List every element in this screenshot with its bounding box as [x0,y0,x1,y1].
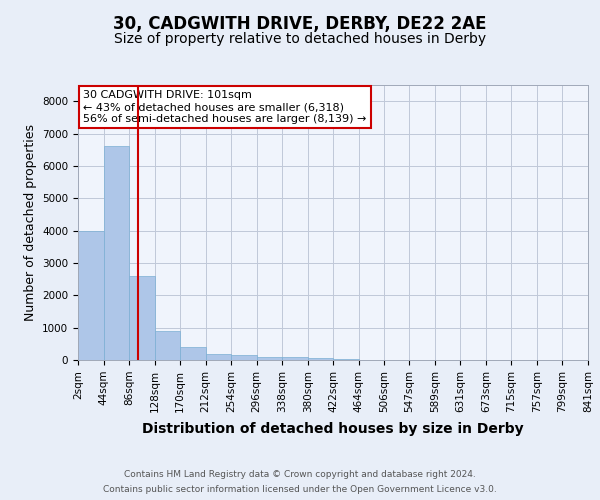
Text: Contains HM Land Registry data © Crown copyright and database right 2024.: Contains HM Land Registry data © Crown c… [124,470,476,479]
Bar [180,347,206,360]
Bar [257,357,282,360]
Y-axis label: Number of detached properties: Number of detached properties [23,124,37,321]
Text: Contains public sector information licensed under the Open Government Licence v3: Contains public sector information licen… [103,485,497,494]
Bar [308,358,334,360]
Text: 30, CADGWITH DRIVE, DERBY, DE22 2AE: 30, CADGWITH DRIVE, DERBY, DE22 2AE [113,15,487,33]
Text: Distribution of detached houses by size in Derby: Distribution of detached houses by size … [142,422,524,436]
Bar [334,358,359,360]
Text: Size of property relative to detached houses in Derby: Size of property relative to detached ho… [114,32,486,46]
Bar [282,358,308,360]
Bar [155,331,180,360]
Bar [78,230,104,360]
Bar [206,354,231,360]
Bar [104,146,129,360]
Bar [129,276,155,360]
Text: 30 CADGWITH DRIVE: 101sqm
← 43% of detached houses are smaller (6,318)
56% of se: 30 CADGWITH DRIVE: 101sqm ← 43% of detac… [83,90,367,124]
Bar [231,355,257,360]
